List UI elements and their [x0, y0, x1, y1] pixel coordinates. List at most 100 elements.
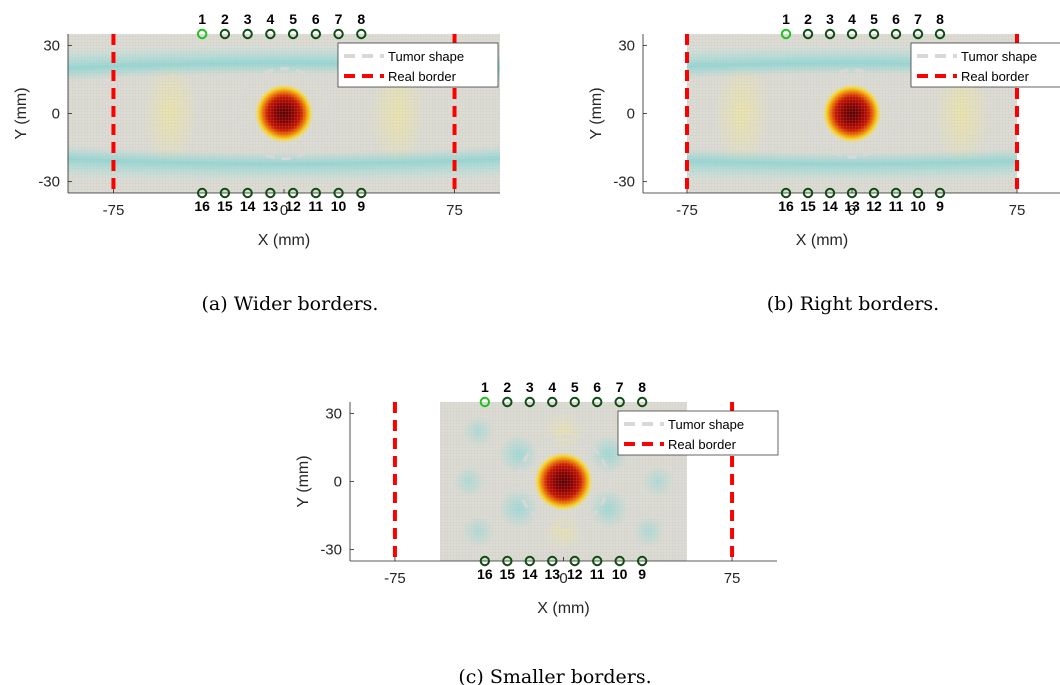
electrode-marker [242, 187, 253, 199]
electrode-marker [547, 555, 558, 567]
electrode-marker [912, 187, 924, 199]
electrode-marker [934, 187, 946, 199]
electrode-label: 13 [544, 566, 560, 582]
electrode-label: 1 [198, 11, 206, 27]
electrode-marker [287, 187, 299, 199]
electrode-marker [614, 396, 625, 408]
legend-label-tumor: Tumor shape [388, 49, 464, 64]
y-tick-label: -30 [320, 542, 342, 559]
electrode-label: 5 [870, 11, 878, 27]
legend: Tumor shape Real border [617, 410, 779, 456]
electrode-marker [868, 28, 880, 40]
electrode-label: 16 [477, 566, 493, 582]
electrode-label: 1 [481, 379, 489, 395]
electrode-label: 10 [612, 566, 628, 582]
electrode-marker [636, 396, 648, 408]
electrode-marker [614, 555, 625, 567]
electrode-label: 8 [357, 11, 365, 27]
legend: Tumor shape Real border [337, 42, 499, 88]
electrode-label: 5 [571, 379, 579, 395]
electrode-marker [219, 28, 231, 40]
electrode-label: 11 [308, 198, 323, 214]
electrode-label: 7 [335, 11, 343, 27]
electrode-marker [780, 28, 792, 40]
electrode-label: 6 [892, 11, 900, 27]
electrode-label: 4 [848, 11, 856, 27]
x-axis-label: X (mm) [796, 232, 848, 249]
electrode-marker [265, 28, 276, 40]
electrode-label: 8 [638, 379, 646, 395]
electrode-marker [479, 396, 491, 408]
electrode-label: 13 [844, 198, 860, 214]
electrode-marker [502, 396, 513, 408]
electrode-marker [524, 396, 535, 408]
electrode-label: 16 [194, 198, 210, 214]
x-tick-label: 75 [446, 202, 463, 219]
y-axis-label: Y (mm) [295, 455, 312, 507]
electrode-label: 11 [590, 566, 605, 582]
electrode-marker [502, 555, 513, 567]
electrode-label: 14 [240, 198, 256, 214]
electrode-marker [780, 187, 792, 199]
legend-label-tumor: Tumor shape [961, 49, 1037, 64]
electrode-marker [310, 187, 322, 199]
legend-box [337, 42, 499, 88]
electrode-marker [547, 396, 558, 408]
tumor-shape-circle [237, 66, 331, 161]
electrode-label: 10 [910, 198, 926, 214]
electrode-label: 16 [778, 198, 794, 214]
electrode-label: 11 [889, 198, 904, 214]
legend-label-tumor: Tumor shape [668, 417, 744, 432]
subfigure-caption: (c) Smaller borders. [458, 666, 651, 685]
legend-label-border: Real border [668, 437, 737, 452]
y-tick-label: 0 [52, 106, 60, 123]
electrode-label: 4 [548, 379, 556, 395]
electrode-marker [356, 28, 367, 40]
x-tick-label: 75 [724, 570, 741, 587]
y-tick-label: 30 [43, 37, 60, 54]
x-tick-label: 75 [1009, 202, 1026, 219]
electrode-marker [934, 28, 946, 40]
subfigure-caption: (a) Wider borders. [202, 293, 379, 315]
electrode-label: 12 [866, 198, 882, 214]
legend-label-border: Real border [388, 69, 457, 84]
x-tick-label: -75 [676, 202, 698, 219]
electrode-marker [846, 28, 858, 40]
electrode-label: 1 [782, 11, 790, 27]
electrode-marker [569, 396, 580, 408]
subfigure-caption: (b) Right borders. [767, 293, 939, 315]
electrode-marker [479, 555, 491, 567]
electrode-marker [636, 555, 648, 567]
electrode-marker [890, 187, 902, 199]
electrode-marker [569, 555, 580, 567]
electrode-marker [912, 28, 924, 40]
x-axis-label: X (mm) [537, 600, 589, 617]
tumor-shape-circle [517, 435, 610, 528]
electrode-label: 3 [526, 379, 534, 395]
electrode-label: 9 [936, 198, 944, 214]
legend-label-border: Real border [961, 69, 1030, 84]
electrode-marker [333, 187, 344, 199]
electrode-marker [333, 28, 344, 40]
electrode-label: 14 [522, 566, 538, 582]
electrode-label: 15 [800, 198, 816, 214]
electrode-marker [802, 28, 814, 40]
electrode-marker [802, 187, 814, 199]
x-axis-label: X (mm) [258, 232, 310, 249]
electrode-marker [846, 187, 858, 199]
y-tick-label: 30 [325, 405, 342, 422]
electrode-marker [265, 187, 276, 199]
legend: Tumor shape Real border [910, 42, 1060, 88]
electrode-marker [356, 187, 367, 199]
electrode-label: 15 [500, 566, 516, 582]
electrode-label: 8 [936, 11, 944, 27]
x-tick-label: 0 [280, 202, 288, 219]
electrode-marker [310, 28, 322, 40]
electrode-label: 13 [263, 198, 279, 214]
y-tick-label: 30 [618, 37, 635, 54]
electrode-marker [592, 555, 603, 567]
electrode-marker [592, 396, 603, 408]
x-tick-label: 0 [848, 202, 856, 219]
electrode-label: 2 [221, 11, 229, 27]
